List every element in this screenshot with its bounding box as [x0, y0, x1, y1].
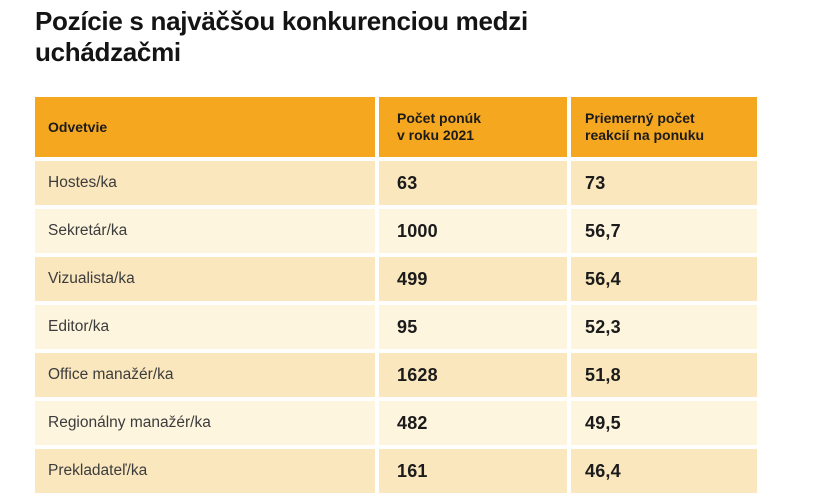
- reactions-cell: 46,4: [571, 449, 757, 493]
- position-cell: Regionálny manažér/ka: [35, 401, 375, 445]
- position-cell: Office manažér/ka: [35, 353, 375, 397]
- position-cell: Vizualista/ka: [35, 257, 375, 301]
- table-row: Sekretár/ka 1000 56,7: [35, 209, 757, 253]
- table-header-row: Odvetvie Počet ponúk v roku 2021 Priemer…: [35, 97, 757, 157]
- table-row: Prekladateľ/ka 161 46,4: [35, 449, 757, 493]
- offers-cell: 499: [379, 257, 567, 301]
- reactions-cell: 51,8: [571, 353, 757, 397]
- reactions-cell: 56,7: [571, 209, 757, 253]
- offers-cell: 95: [379, 305, 567, 349]
- reactions-cell: 56,4: [571, 257, 757, 301]
- offers-cell: 63: [379, 161, 567, 205]
- reactions-cell: 52,3: [571, 305, 757, 349]
- column-header-odvetvie: Odvetvie: [35, 97, 375, 157]
- position-cell: Hostes/ka: [35, 161, 375, 205]
- table-row: Editor/ka 95 52,3: [35, 305, 757, 349]
- table-row: Office manažér/ka 1628 51,8: [35, 353, 757, 397]
- reactions-cell: 73: [571, 161, 757, 205]
- page-title: Pozície s najväčšou konkurenciou medzi u…: [35, 6, 528, 67]
- reactions-cell: 49,5: [571, 401, 757, 445]
- offers-cell: 1628: [379, 353, 567, 397]
- offers-cell: 482: [379, 401, 567, 445]
- competition-table: Odvetvie Počet ponúk v roku 2021 Priemer…: [35, 97, 757, 493]
- table-row: Hostes/ka 63 73: [35, 161, 757, 205]
- position-cell: Prekladateľ/ka: [35, 449, 375, 493]
- column-header-priemerny-pocet: Priemerný počet reakcií na ponuku: [571, 97, 757, 157]
- position-cell: Sekretár/ka: [35, 209, 375, 253]
- table-row: Vizualista/ka 499 56,4: [35, 257, 757, 301]
- table-row: Regionálny manažér/ka 482 49,5: [35, 401, 757, 445]
- offers-cell: 161: [379, 449, 567, 493]
- column-header-pocet-ponuk: Počet ponúk v roku 2021: [379, 97, 567, 157]
- position-cell: Editor/ka: [35, 305, 375, 349]
- offers-cell: 1000: [379, 209, 567, 253]
